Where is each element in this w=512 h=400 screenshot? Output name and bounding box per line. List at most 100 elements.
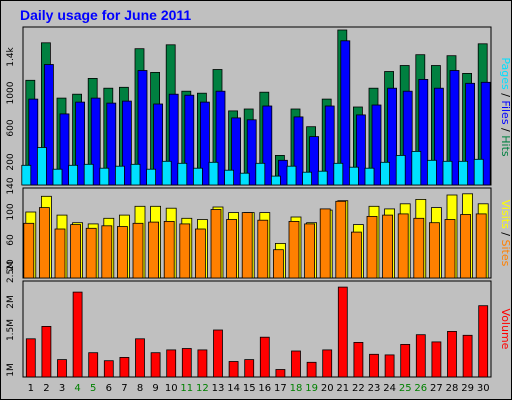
x-tick-label-day-25: 25 [399, 383, 412, 394]
bar-files-day-20 [324, 105, 335, 186]
x-tick-label-day-20: 20 [321, 383, 334, 394]
bar-files-day-23 [371, 104, 382, 186]
bar-files-day-10 [168, 93, 179, 186]
y-axis-label-part: Visits [499, 200, 512, 229]
x-tick-label-day-3: 3 [59, 383, 65, 394]
bar-volume-day-18 [291, 350, 301, 378]
bar-pages-day-2 [37, 147, 47, 186]
bar-files-day-24 [387, 87, 398, 186]
x-tick-label-day-29: 29 [461, 383, 474, 394]
bar-files-day-2 [44, 64, 54, 186]
bar-pages-day-6 [99, 167, 110, 186]
bar-files-day-1 [28, 98, 39, 186]
y-axis-label-part: Sites [499, 240, 512, 267]
y-tick-label: 20 [6, 259, 16, 271]
bar-pages-day-26 [411, 150, 422, 186]
bar-sites-day-25 [397, 213, 409, 279]
bar-files-day-25 [402, 90, 413, 186]
y-tick-label: 60 [6, 234, 16, 246]
bar-sites-day-9 [148, 221, 160, 279]
x-tick-label-day-10: 10 [165, 383, 178, 394]
x-tick-label-day-13: 13 [212, 383, 225, 394]
bar-pages-day-27 [426, 159, 437, 186]
bar-files-day-30 [480, 81, 491, 186]
x-tick-label-day-21: 21 [336, 383, 349, 394]
bar-sites-day-1 [23, 222, 35, 279]
bar-sites-day-10 [163, 220, 175, 279]
x-tick-label-day-14: 14 [227, 383, 240, 394]
bar-files-day-18 [293, 116, 304, 186]
bar-sites-day-13 [210, 209, 222, 279]
bar-pages-day-1 [21, 164, 32, 186]
bar-sites-day-15 [241, 212, 253, 279]
bar-pages-day-24 [380, 161, 391, 186]
x-tick-label-day-15: 15 [243, 383, 256, 394]
bar-sites-day-11 [179, 223, 191, 279]
bar-pages-day-3 [52, 168, 63, 186]
bar-pages-day-16 [255, 162, 266, 186]
bar-files-day-22 [355, 114, 366, 186]
x-tick-label-day-24: 24 [383, 383, 396, 394]
bar-files-day-7 [122, 100, 132, 186]
bar-sites-day-27 [428, 222, 440, 279]
y-axis-label-part: Pages [499, 57, 512, 90]
bar-volume-day-10 [166, 349, 177, 378]
bar-pages-day-14 [224, 169, 235, 186]
bar-files-day-9 [153, 103, 164, 186]
bar-files-day-15 [246, 119, 257, 186]
bar-pages-day-13 [208, 161, 219, 186]
x-tick-label-day-16: 16 [258, 383, 271, 394]
bar-pages-day-7 [115, 165, 125, 186]
bar-files-day-8 [137, 70, 148, 186]
bar-volume-day-11 [181, 348, 192, 378]
bar-files-day-3 [59, 113, 70, 186]
bar-files-day-4 [75, 101, 85, 186]
bar-sites-day-14 [226, 219, 238, 279]
bar-files-day-5 [90, 97, 101, 186]
bar-pages-day-19 [302, 171, 313, 186]
bar-volume-day-1 [25, 338, 36, 378]
x-tick-label-day-22: 22 [352, 383, 365, 394]
bar-sites-day-20 [319, 208, 331, 279]
bar-volume-day-9 [150, 352, 161, 378]
bar-files-day-6 [106, 102, 117, 186]
bar-volume-day-27 [431, 341, 442, 378]
x-tick-label-day-5: 5 [90, 383, 96, 394]
bar-volume-day-19 [306, 361, 317, 378]
x-tick-label-day-12: 12 [196, 383, 209, 394]
x-tick-label-day-6: 6 [106, 383, 112, 394]
bar-files-day-19 [309, 136, 320, 186]
y-axis-label-volume: Volume [499, 309, 512, 350]
bar-volume-day-26 [415, 334, 426, 378]
bar-sites-day-26 [413, 217, 425, 279]
bar-volume-day-6 [103, 360, 114, 378]
x-tick-label-day-28: 28 [446, 383, 459, 394]
bar-sites-day-19 [304, 223, 316, 279]
bar-sites-day-8 [132, 222, 144, 279]
bar-pages-day-22 [348, 166, 359, 186]
y-tick-label: 600 [6, 119, 16, 136]
y-tick-label: 100 [6, 203, 16, 220]
bar-pages-day-18 [286, 165, 297, 186]
bar-pages-day-30 [473, 158, 484, 186]
bar-pages-day-21 [333, 162, 344, 186]
bar-volume-day-25 [400, 343, 411, 378]
bar-pages-day-9 [146, 168, 157, 186]
bar-volume-day-4 [72, 291, 83, 378]
bar-sites-day-2 [39, 207, 50, 279]
bar-sites-day-12 [194, 228, 206, 279]
bar-volume-day-29 [462, 334, 473, 378]
bar-volume-day-23 [369, 353, 379, 378]
bar-sites-day-18 [288, 220, 300, 279]
x-tick-label-day-19: 19 [305, 383, 318, 394]
bar-pages-day-4 [68, 164, 78, 186]
x-tick-label-day-1: 1 [28, 383, 34, 394]
bar-files-day-29 [465, 82, 476, 186]
bar-sites-day-4 [70, 224, 81, 279]
bar-sites-day-21 [335, 200, 347, 279]
bar-sites-day-30 [475, 213, 487, 279]
bar-volume-day-21 [337, 286, 348, 378]
x-tick-label-day-30: 30 [477, 383, 490, 394]
bar-volume-day-12 [197, 349, 208, 378]
